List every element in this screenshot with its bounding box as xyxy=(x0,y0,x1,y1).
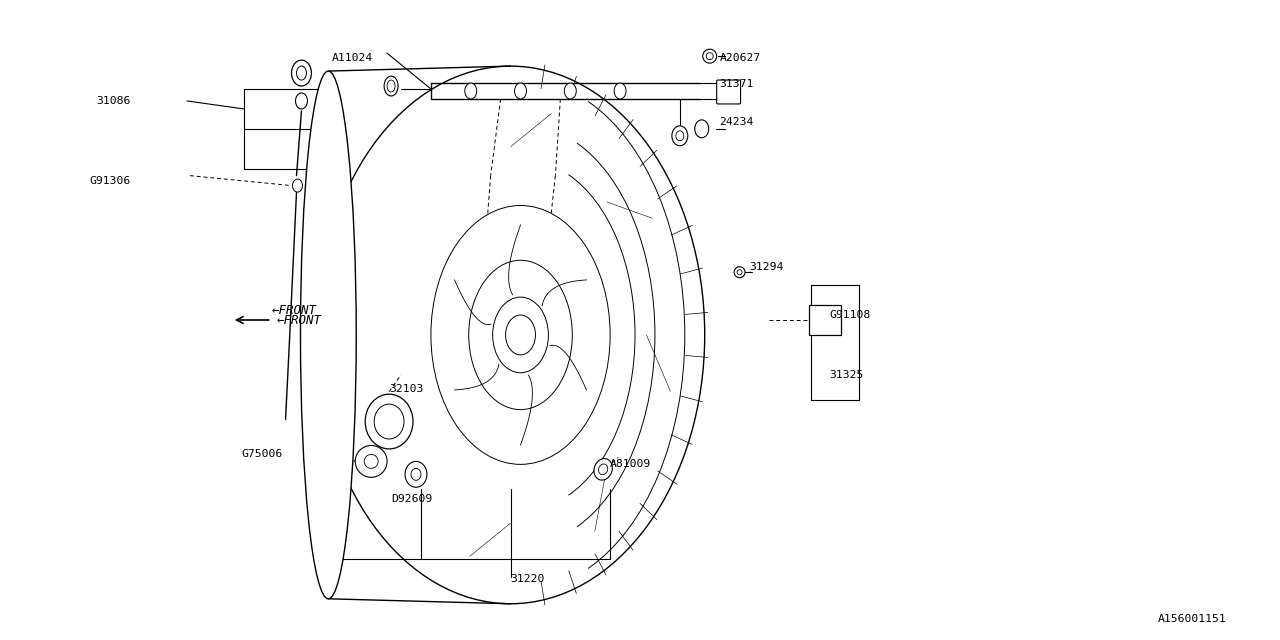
Text: ←FRONT: ←FRONT xyxy=(271,303,316,317)
Ellipse shape xyxy=(301,71,356,599)
Ellipse shape xyxy=(365,394,413,449)
Ellipse shape xyxy=(431,205,611,465)
Ellipse shape xyxy=(599,464,608,475)
Ellipse shape xyxy=(384,76,398,96)
Ellipse shape xyxy=(695,120,709,138)
Ellipse shape xyxy=(737,269,742,275)
FancyBboxPatch shape xyxy=(717,80,741,104)
Ellipse shape xyxy=(468,260,572,410)
Text: A20627: A20627 xyxy=(719,53,760,63)
Ellipse shape xyxy=(564,83,576,99)
Ellipse shape xyxy=(707,52,713,60)
Text: A156001151: A156001151 xyxy=(1157,614,1226,624)
Ellipse shape xyxy=(356,445,387,477)
Ellipse shape xyxy=(735,267,745,278)
Text: G91108: G91108 xyxy=(829,310,870,320)
Text: A11024: A11024 xyxy=(332,53,372,63)
Text: 31294: 31294 xyxy=(750,262,783,272)
Ellipse shape xyxy=(672,126,687,146)
Text: ←FRONT: ←FRONT xyxy=(276,314,321,326)
Text: 31220: 31220 xyxy=(511,574,545,584)
Ellipse shape xyxy=(506,315,535,355)
Text: 31371: 31371 xyxy=(719,79,754,89)
Ellipse shape xyxy=(515,83,526,99)
Ellipse shape xyxy=(703,49,717,63)
Ellipse shape xyxy=(365,454,378,468)
Text: 31325: 31325 xyxy=(829,370,864,380)
Ellipse shape xyxy=(297,66,306,80)
Ellipse shape xyxy=(293,179,302,192)
Text: 32103: 32103 xyxy=(389,384,424,394)
Ellipse shape xyxy=(493,297,548,372)
Ellipse shape xyxy=(404,461,428,487)
Ellipse shape xyxy=(387,80,396,92)
Ellipse shape xyxy=(411,468,421,480)
Ellipse shape xyxy=(296,93,307,109)
Ellipse shape xyxy=(374,404,404,439)
Text: G75006: G75006 xyxy=(242,449,283,460)
Text: 24234: 24234 xyxy=(719,117,754,127)
Ellipse shape xyxy=(594,459,612,480)
Text: D92609: D92609 xyxy=(392,494,433,504)
Text: G91306: G91306 xyxy=(90,175,131,186)
Text: 31086: 31086 xyxy=(96,96,131,106)
Text: A81009: A81009 xyxy=(611,460,652,469)
Ellipse shape xyxy=(292,60,311,86)
Ellipse shape xyxy=(465,83,476,99)
Ellipse shape xyxy=(676,131,684,141)
Ellipse shape xyxy=(316,66,705,604)
FancyBboxPatch shape xyxy=(809,305,841,335)
Ellipse shape xyxy=(614,83,626,99)
